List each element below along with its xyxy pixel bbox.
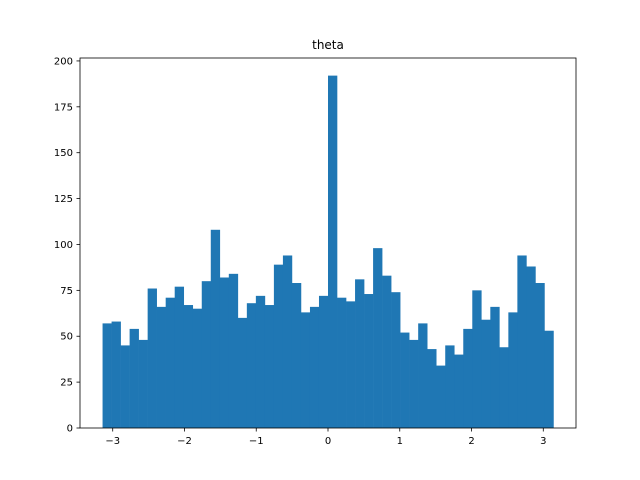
histogram-bar xyxy=(517,255,527,428)
y-tick-label: 125 xyxy=(54,194,73,205)
y-tick-label: 75 xyxy=(60,286,73,297)
histogram-bar xyxy=(535,283,545,428)
histogram-bar xyxy=(264,305,275,428)
histogram-bar xyxy=(282,255,293,428)
chart-title: theta xyxy=(312,38,344,52)
histogram-bar xyxy=(147,288,157,428)
x-tick-label: −1 xyxy=(249,436,264,447)
histogram-bar xyxy=(219,277,230,428)
histogram-bar xyxy=(273,264,284,428)
histogram-bar xyxy=(391,292,401,428)
y-tick-label: 0 xyxy=(67,424,73,435)
x-axis: −3 −2 −1 0 1 2 3 xyxy=(105,428,546,447)
x-tick-label: 0 xyxy=(325,436,331,447)
histogram-bar xyxy=(111,321,121,428)
x-tick-label: −3 xyxy=(105,436,120,447)
histogram-bar xyxy=(183,305,194,428)
histogram-bar xyxy=(309,306,320,428)
y-tick-label: 25 xyxy=(60,378,73,389)
histogram-bar xyxy=(102,323,112,428)
histogram-bar xyxy=(355,279,365,428)
histogram-bar xyxy=(165,297,176,428)
x-tick-label: 1 xyxy=(397,436,403,447)
histogram-bar xyxy=(418,323,428,428)
y-tick-label: 50 xyxy=(60,332,73,343)
histogram-bar xyxy=(210,229,221,428)
histogram-bar xyxy=(201,281,212,428)
histogram-bar xyxy=(427,349,437,428)
y-tick-label: 150 xyxy=(54,148,73,159)
histogram-bar xyxy=(544,330,554,428)
histogram-bar xyxy=(364,294,374,428)
histogram-bar xyxy=(490,306,500,428)
plot-area-frame xyxy=(79,57,577,429)
y-tick-label: 200 xyxy=(54,56,73,67)
histogram-bar xyxy=(454,354,464,428)
histogram-bar xyxy=(436,365,446,428)
histogram-bar xyxy=(508,312,518,428)
histogram-bar xyxy=(382,275,392,428)
x-tick-label: 3 xyxy=(540,436,546,447)
histogram-bar xyxy=(255,295,266,428)
y-axis: 0 25 50 75 100 125 150 175 200 xyxy=(54,56,80,435)
histogram-bar xyxy=(228,273,239,428)
histogram-bar xyxy=(138,339,148,428)
histogram-bar xyxy=(129,328,139,428)
histogram-bar xyxy=(400,332,410,428)
histogram-bar xyxy=(318,295,329,428)
bars-group xyxy=(102,75,554,428)
histogram-bar xyxy=(445,345,455,428)
histogram-bar xyxy=(156,306,166,428)
histogram-bar xyxy=(373,248,383,428)
y-tick-label: 175 xyxy=(54,102,73,113)
x-tick-label: −2 xyxy=(177,436,192,447)
histogram-bar xyxy=(337,297,347,428)
histogram-bar xyxy=(499,347,509,428)
histogram-bar xyxy=(291,283,302,428)
histogram-bar xyxy=(246,303,257,428)
histogram-bar xyxy=(192,308,203,428)
histogram-bar xyxy=(481,319,491,428)
histogram-bar xyxy=(463,328,473,428)
histogram-bar xyxy=(328,75,338,428)
histogram-bar xyxy=(120,345,130,428)
histogram-bar xyxy=(300,312,311,428)
histogram-bar xyxy=(409,339,419,428)
histogram-bar xyxy=(526,266,536,428)
x-tick-label: 2 xyxy=(468,436,474,447)
histogram-bar xyxy=(237,317,248,428)
histogram-bar xyxy=(346,301,356,428)
histogram-bar xyxy=(174,286,185,428)
y-tick-label: 100 xyxy=(54,240,73,251)
histogram-bar xyxy=(472,290,482,428)
